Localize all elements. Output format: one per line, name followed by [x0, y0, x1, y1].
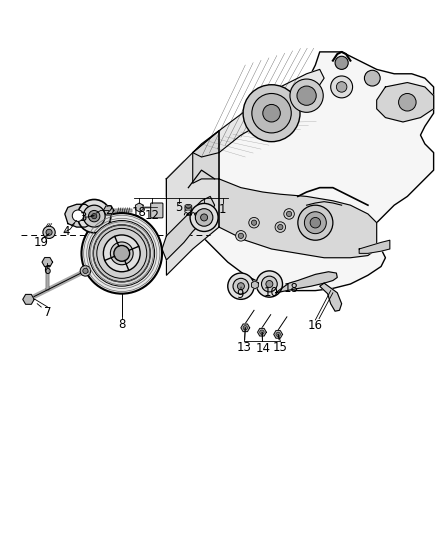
Text: 15: 15	[273, 341, 288, 354]
Circle shape	[195, 209, 213, 226]
Polygon shape	[193, 69, 324, 157]
Circle shape	[93, 225, 150, 282]
Circle shape	[252, 93, 291, 133]
Text: 1: 1	[219, 203, 226, 216]
Text: 18: 18	[284, 282, 299, 295]
Polygon shape	[103, 206, 114, 215]
Circle shape	[238, 233, 244, 238]
Circle shape	[261, 276, 277, 292]
Circle shape	[399, 93, 416, 111]
Circle shape	[43, 226, 55, 238]
Text: 19: 19	[34, 236, 49, 249]
Circle shape	[310, 217, 321, 228]
Text: 10: 10	[263, 286, 278, 300]
Circle shape	[284, 209, 294, 219]
Circle shape	[103, 235, 140, 272]
Text: 9: 9	[236, 288, 244, 302]
Polygon shape	[377, 83, 434, 122]
Circle shape	[114, 246, 130, 261]
Circle shape	[243, 85, 300, 142]
Circle shape	[275, 222, 286, 232]
Text: 18: 18	[132, 206, 147, 219]
Circle shape	[88, 211, 100, 222]
Polygon shape	[241, 324, 250, 332]
Circle shape	[81, 213, 162, 294]
Polygon shape	[251, 281, 258, 289]
Text: 12: 12	[145, 209, 160, 222]
Polygon shape	[162, 197, 215, 260]
Circle shape	[89, 221, 155, 286]
Circle shape	[364, 70, 380, 86]
Text: 3: 3	[80, 211, 87, 223]
Circle shape	[72, 210, 84, 221]
Polygon shape	[258, 328, 266, 336]
Circle shape	[237, 282, 244, 290]
Circle shape	[251, 220, 257, 225]
Circle shape	[336, 82, 347, 92]
Text: 7: 7	[43, 305, 51, 319]
Circle shape	[92, 214, 97, 219]
Polygon shape	[23, 294, 34, 304]
Circle shape	[78, 199, 111, 233]
Circle shape	[260, 330, 264, 334]
Circle shape	[331, 76, 353, 98]
Polygon shape	[166, 131, 219, 275]
Text: 5: 5	[175, 201, 182, 214]
Circle shape	[46, 229, 52, 236]
Circle shape	[263, 104, 280, 122]
Circle shape	[335, 56, 348, 69]
Polygon shape	[359, 240, 390, 253]
Polygon shape	[276, 272, 337, 293]
Circle shape	[228, 273, 254, 300]
Text: 8: 8	[118, 318, 125, 331]
Circle shape	[236, 231, 246, 241]
Polygon shape	[274, 330, 283, 338]
Circle shape	[286, 211, 292, 216]
Circle shape	[83, 268, 88, 273]
Text: 13: 13	[237, 341, 252, 354]
Circle shape	[278, 224, 283, 230]
Circle shape	[243, 326, 247, 330]
Circle shape	[97, 229, 147, 278]
Text: 2: 2	[105, 204, 113, 217]
Circle shape	[256, 271, 283, 297]
Polygon shape	[193, 131, 377, 258]
Circle shape	[249, 217, 259, 228]
Circle shape	[276, 332, 280, 336]
Text: 4: 4	[62, 225, 70, 238]
Polygon shape	[65, 204, 90, 227]
Circle shape	[297, 86, 316, 106]
Polygon shape	[166, 52, 434, 290]
Circle shape	[83, 205, 105, 227]
Circle shape	[266, 280, 273, 287]
Text: 14: 14	[255, 342, 270, 355]
Circle shape	[80, 265, 91, 276]
Polygon shape	[320, 283, 342, 311]
Circle shape	[201, 214, 208, 221]
Circle shape	[298, 205, 333, 240]
Circle shape	[190, 204, 218, 231]
Text: 16: 16	[308, 319, 323, 332]
Circle shape	[290, 79, 323, 112]
Circle shape	[110, 242, 133, 265]
FancyBboxPatch shape	[151, 203, 163, 218]
Polygon shape	[135, 203, 143, 212]
Text: 6: 6	[43, 264, 51, 277]
Polygon shape	[42, 257, 53, 266]
Circle shape	[304, 212, 326, 233]
Circle shape	[233, 278, 249, 294]
